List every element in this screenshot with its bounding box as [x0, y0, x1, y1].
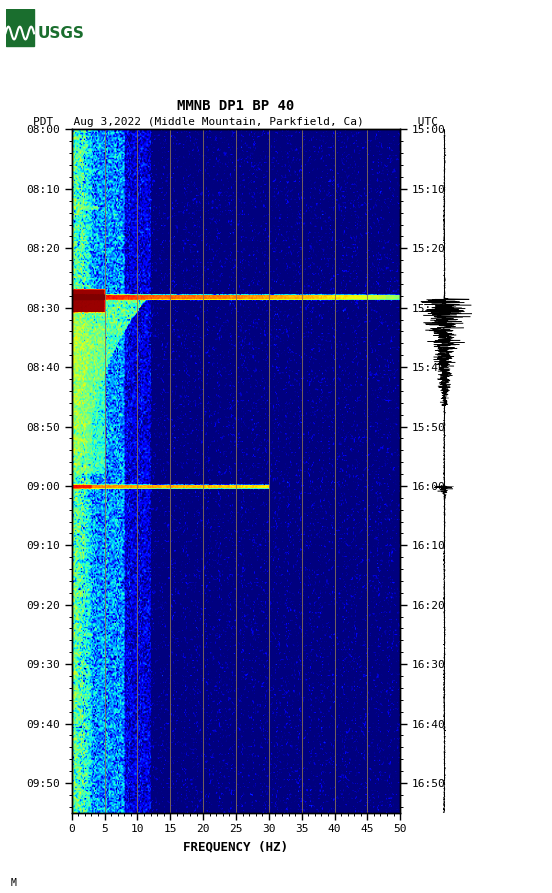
Text: MMNB DP1 BP 40: MMNB DP1 BP 40: [177, 98, 295, 113]
Text: PDT   Aug 3,2022 (Middle Mountain, Parkfield, Ca)        UTC: PDT Aug 3,2022 (Middle Mountain, Parkfie…: [34, 117, 438, 127]
X-axis label: FREQUENCY (HZ): FREQUENCY (HZ): [183, 840, 289, 853]
Text: USGS: USGS: [37, 26, 84, 40]
Text: M: M: [11, 878, 17, 888]
Bar: [6, 9, 34, 46]
